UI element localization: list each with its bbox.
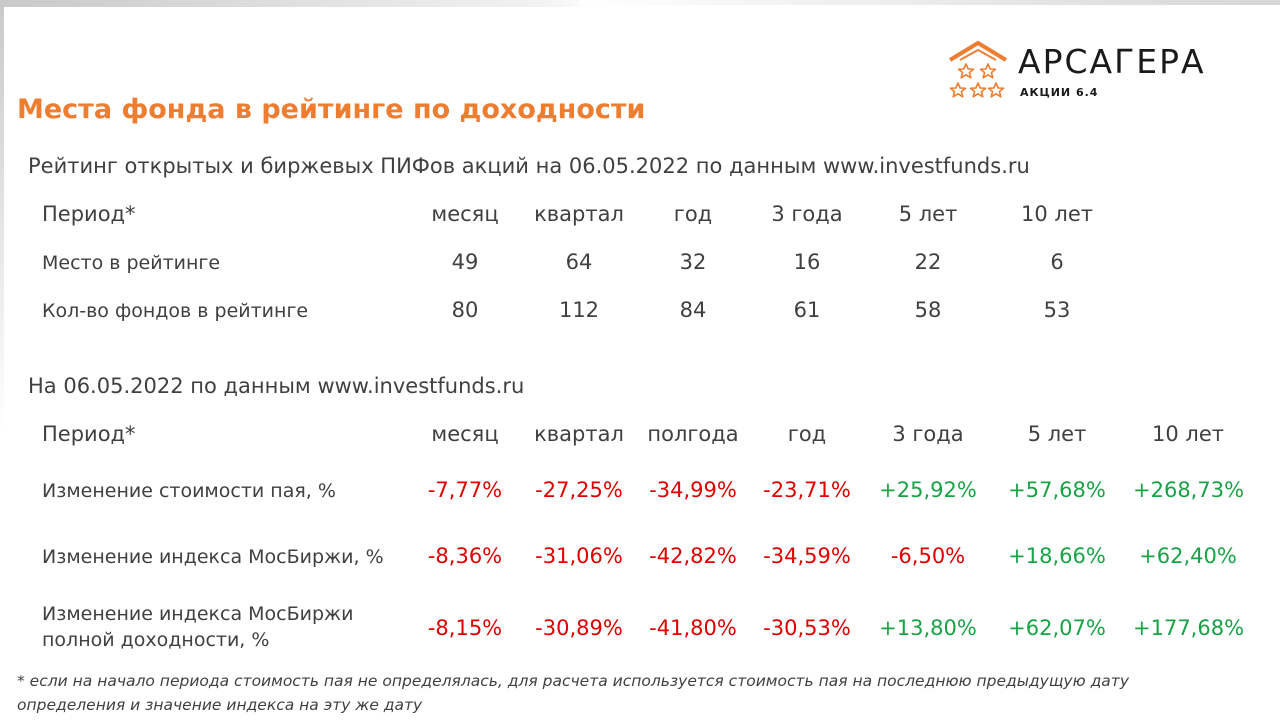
changes-period-label: Период*	[42, 422, 136, 446]
changes-col-header: квартал	[534, 422, 624, 446]
rating-col-header: 10 лет	[1021, 202, 1093, 226]
footnote-line: * если на начало периода стоимость пая н…	[17, 672, 1129, 690]
changes-col-header: 10 лет	[1152, 422, 1224, 446]
footnote: * если на начало периода стоимость пая н…	[17, 669, 1257, 717]
rating-cell: 6	[1050, 250, 1064, 274]
changes-cell: -7,77%	[427, 478, 503, 502]
rating-cell: 61	[793, 298, 821, 322]
rating-row-label: Кол-во фондов в рейтинге	[42, 300, 309, 322]
changes-cell: +25,92%	[879, 478, 977, 502]
logo-name: АРСАГЕРА	[1018, 42, 1206, 81]
rating-period-label: Период*	[42, 202, 136, 226]
rating-col-header: месяц	[431, 202, 499, 226]
changes-cell: +13,80%	[879, 616, 977, 640]
rating-row-label: Место в рейтинге	[42, 252, 221, 274]
changes-cell: +268,73%	[1133, 478, 1245, 502]
changes-cell: +57,68%	[1008, 478, 1106, 502]
changes-cell: +62,40%	[1139, 544, 1237, 568]
changes-row-label: Изменение индекса МосБиржи, %	[42, 546, 384, 568]
changes-cell: +62,07%	[1008, 616, 1106, 640]
rating-cell: 84	[679, 298, 707, 322]
rating-cell: 16	[793, 250, 821, 274]
rating-cell: 22	[914, 250, 942, 274]
top-decor-bar-right	[580, 0, 1280, 5]
changes-cell: -8,15%	[427, 616, 503, 640]
rating-subtitle: Рейтинг открытых и биржевых ПИФов акций …	[28, 154, 1030, 178]
changes-cell: -30,53%	[763, 616, 851, 640]
rating-cell: 49	[451, 250, 479, 274]
changes-cell: -41,80%	[649, 616, 737, 640]
changes-col-header: месяц	[431, 422, 499, 446]
changes-col-header: год	[787, 422, 827, 446]
changes-col-header: 3 года	[892, 422, 964, 446]
changes-col-header: 5 лет	[1027, 422, 1087, 446]
rating-cell: 53	[1043, 298, 1071, 322]
rating-cell: 32	[679, 250, 707, 274]
rating-col-header: 5 лет	[898, 202, 958, 226]
changes-cell: -8,36%	[427, 544, 503, 568]
rating-cell: 112	[558, 298, 600, 322]
rating-col-header: год	[673, 202, 713, 226]
logo-subtitle: АКЦИИ 6.4	[1020, 86, 1099, 99]
rating-cell: 58	[914, 298, 942, 322]
rating-col-header: квартал	[534, 202, 624, 226]
changes-cell: +18,66%	[1008, 544, 1106, 568]
changes-col-header: полгода	[647, 422, 739, 446]
footnote-line: определения и значение индекса на эту же…	[17, 696, 423, 714]
changes-cell: -23,71%	[763, 478, 851, 502]
house-stars-icon	[948, 40, 1008, 98]
changes-row-label: полной доходности, %	[42, 629, 270, 651]
changes-cell: +177,68%	[1133, 616, 1245, 640]
changes-subtitle: На 06.05.2022 по данным www.investfunds.…	[28, 374, 525, 398]
changes-row-label: Изменение стоимости пая, %	[42, 480, 336, 502]
rating-cell: 80	[451, 298, 479, 322]
changes-row-label: Изменение индекса МосБиржи	[42, 603, 354, 625]
changes-cell: -6,50%	[890, 544, 966, 568]
page-title: Места фонда в рейтинге по доходности	[17, 94, 646, 125]
changes-cell: -42,82%	[649, 544, 737, 568]
changes-cell: -34,59%	[763, 544, 851, 568]
changes-cell: -34,99%	[649, 478, 737, 502]
changes-cell: -31,06%	[535, 544, 623, 568]
changes-cell: -30,89%	[535, 616, 623, 640]
changes-cell: -27,25%	[535, 478, 623, 502]
arsagera-logo: АРСАГЕРА АКЦИИ 6.4	[946, 40, 1246, 106]
left-decor-edge	[0, 0, 4, 720]
rating-col-header: 3 года	[771, 202, 843, 226]
rating-cell: 64	[565, 250, 593, 274]
top-decor-bar	[0, 0, 600, 7]
